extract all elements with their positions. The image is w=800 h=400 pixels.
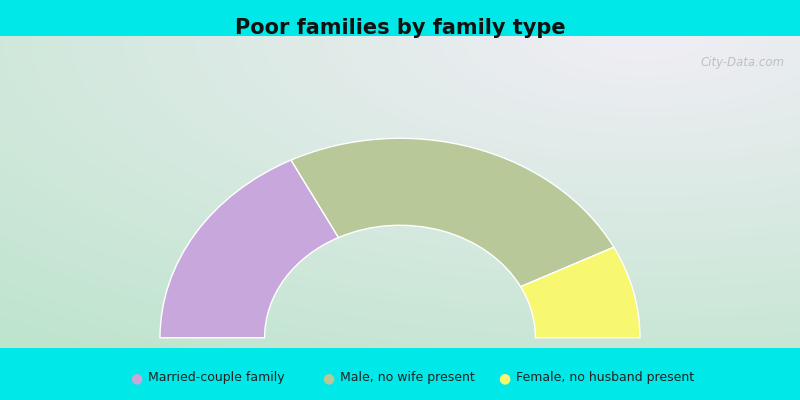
Text: ●: ● [322, 371, 334, 385]
Text: City-Data.com: City-Data.com [701, 56, 785, 70]
Text: Male, no wife present: Male, no wife present [340, 372, 474, 384]
Text: ●: ● [498, 371, 510, 385]
Text: Poor families by family type: Poor families by family type [234, 18, 566, 38]
Text: ●: ● [130, 371, 142, 385]
Text: Female, no husband present: Female, no husband present [516, 372, 694, 384]
Wedge shape [160, 160, 338, 338]
Text: Married-couple family: Married-couple family [148, 372, 285, 384]
Wedge shape [521, 247, 640, 338]
Wedge shape [291, 138, 614, 287]
